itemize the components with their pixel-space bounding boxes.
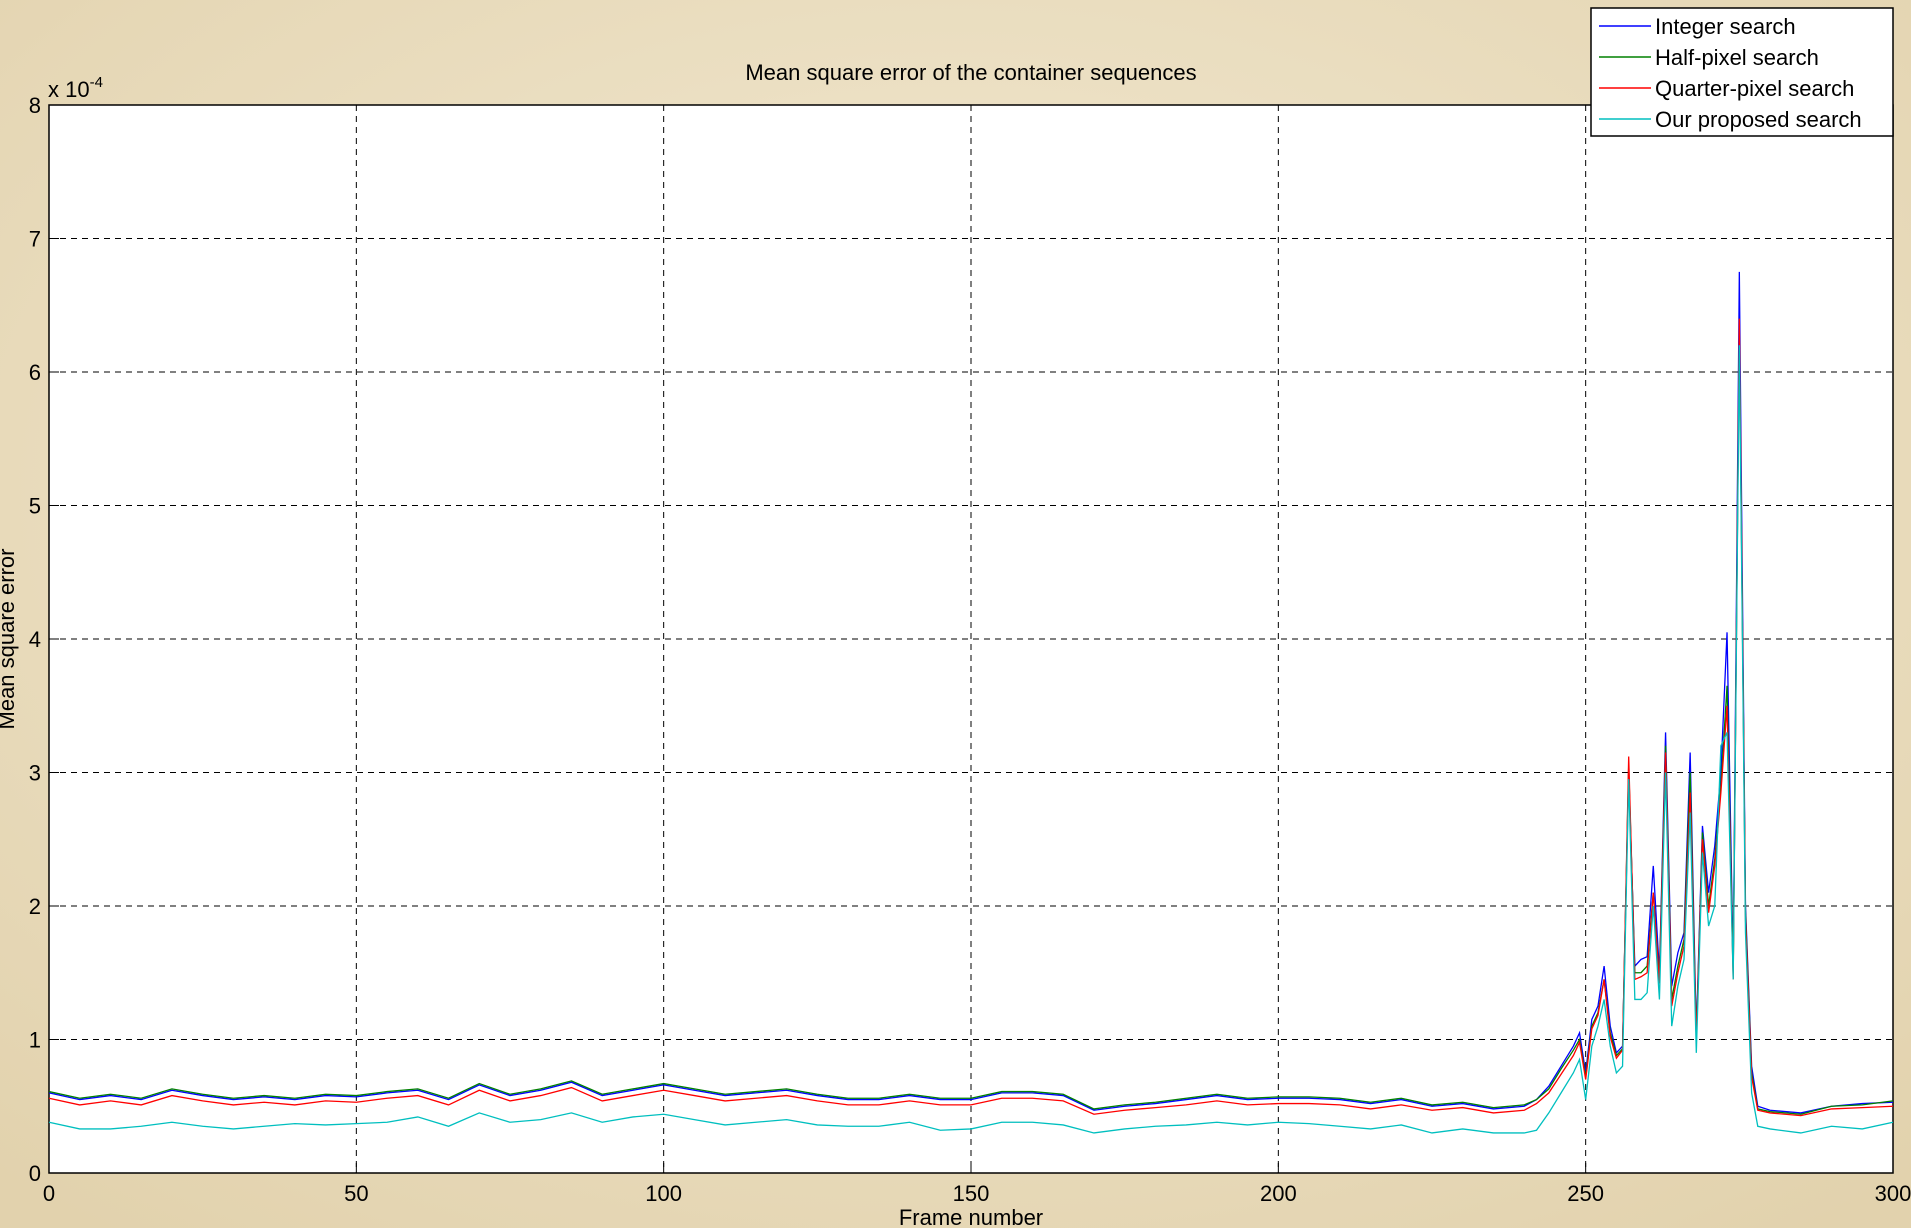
y-tick-label: 4: [29, 627, 41, 652]
y-tick-label: 8: [29, 93, 41, 118]
legend-label: Half-pixel search: [1655, 45, 1819, 70]
legend-label: Integer search: [1655, 14, 1796, 39]
x-axis-label: Frame number: [899, 1205, 1043, 1228]
grid: 0 1 2 3 4 5 6 7 8 0 50 100 150 200 250 300: [29, 93, 1911, 1206]
y-multiplier: x 10-4: [48, 74, 103, 102]
y-tick-label: 2: [29, 894, 41, 919]
x-tick-label: 50: [344, 1181, 368, 1206]
series-line: [48, 345, 1894, 1134]
y-tick-label: 0: [29, 1161, 41, 1186]
y-tick-label: 7: [29, 227, 41, 252]
y-tick-label: 3: [29, 761, 41, 786]
y-multiplier-exponent: -4: [90, 74, 103, 91]
legend-label: Our proposed search: [1655, 107, 1862, 132]
x-tick-label: 250: [1567, 1181, 1604, 1206]
x-tick-label: 200: [1260, 1181, 1297, 1206]
x-tick-label: 0: [43, 1181, 55, 1206]
legend-box: [1590, 7, 1894, 137]
legend: Integer search Half-pixel search Quarter-p…: [1590, 7, 1894, 137]
y-tick-label: 5: [29, 494, 41, 519]
y-tick-label: 6: [29, 360, 41, 385]
chart-title: Mean square error of the container seque…: [745, 60, 1196, 85]
y-tick-label: 1: [29, 1028, 41, 1053]
lines: [48, 271, 1894, 1134]
y-axis-label: Mean square error: [0, 549, 19, 730]
x-tick-label: 150: [953, 1181, 990, 1206]
x-tick-label: 100: [645, 1181, 682, 1206]
y-multiplier-base: x 10: [48, 77, 90, 102]
legend-label: Quarter-pixel search: [1655, 76, 1854, 101]
x-tick-label: 300: [1875, 1181, 1911, 1206]
